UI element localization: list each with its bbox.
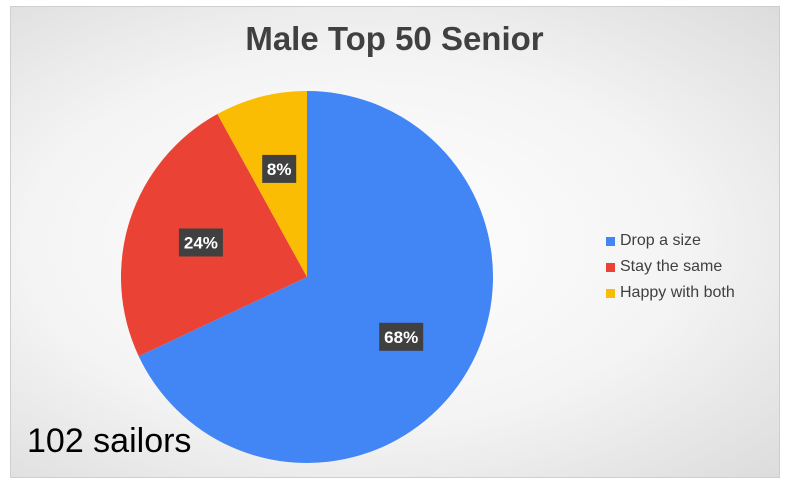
data-label-box: [262, 154, 297, 183]
data-label-box: [379, 322, 424, 351]
data-label-box: [178, 228, 223, 257]
chart-title: Male Top 50 Senior: [245, 20, 544, 57]
data-label-text: 24%: [184, 234, 218, 253]
data-label-text: 68%: [384, 328, 418, 347]
legend-item-happy-with-both: Happy with both: [606, 280, 735, 306]
sample-size-caption: 102 sailors: [27, 422, 192, 460]
legend-item-stay-the-same: Stay the same: [606, 254, 735, 280]
pie-slice-happy-with-both: [217, 91, 307, 277]
legend-swatch: [606, 262, 615, 272]
pie-slice-drop-a-size: [138, 91, 494, 463]
legend-swatch: [606, 236, 615, 246]
legend-label: Drop a size: [620, 232, 701, 249]
data-label-happy-with-both: 8%: [262, 154, 297, 183]
chart-legend: Drop a size Stay the same Happy with bot…: [606, 228, 735, 306]
data-label-stay-the-same: 24%: [178, 228, 223, 257]
legend-item-drop-a-size: Drop a size: [606, 228, 735, 254]
legend-label: Stay the same: [620, 258, 723, 275]
legend-swatch: [606, 288, 615, 298]
data-label-text: 8%: [267, 160, 292, 179]
legend-label: Happy with both: [620, 284, 735, 301]
data-label-drop-a-size: 68%: [379, 322, 424, 351]
